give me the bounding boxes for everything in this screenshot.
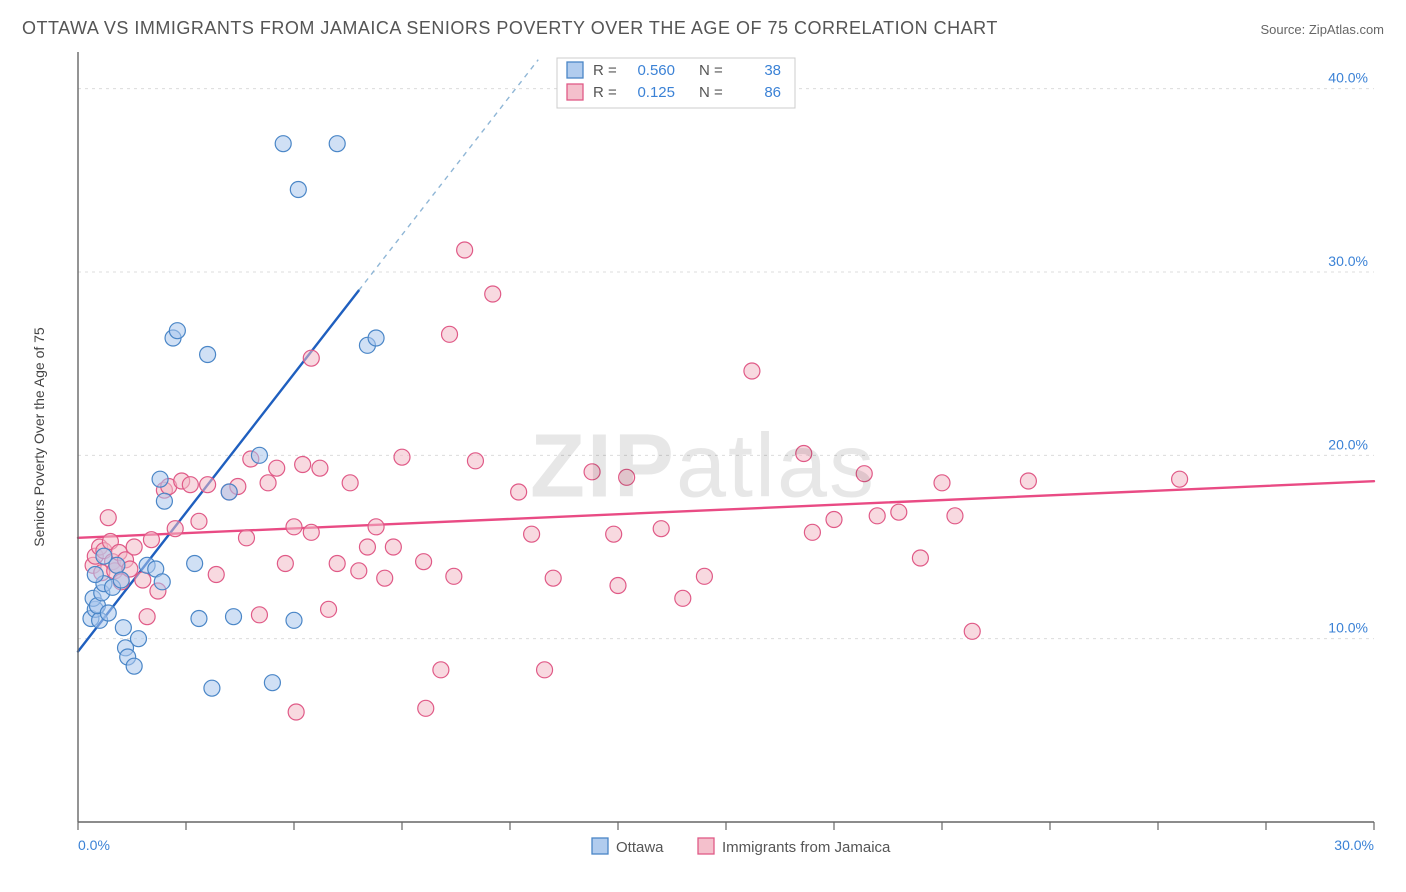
svg-text:Seniors Poverty Over the Age o: Seniors Poverty Over the Age of 75 — [31, 327, 47, 547]
chart-container: 0.0% 30.0% 10.0% 20.0% 30.0% 40.0% Seniors Pov… — [22, 52, 1384, 882]
svg-text:0.0%: 0.0% — [78, 837, 110, 853]
svg-text:40.0%: 40.0% — [1328, 70, 1368, 86]
svg-text:10.0%: 10.0% — [1328, 620, 1368, 636]
svg-text:R =: R = — [593, 62, 617, 79]
svg-text:0.560: 0.560 — [637, 62, 675, 79]
source-label: Source: ZipAtlas.com — [1260, 22, 1384, 37]
svg-text:38: 38 — [764, 62, 781, 79]
svg-text:N =: N = — [699, 84, 723, 101]
svg-text:N =: N = — [699, 62, 723, 79]
svg-text:R =: R = — [593, 84, 617, 101]
svg-text:0.125: 0.125 — [637, 84, 675, 101]
svg-text:Ottawa: Ottawa — [616, 839, 664, 856]
svg-text:30.0%: 30.0% — [1328, 253, 1368, 269]
svg-text:86: 86 — [764, 84, 781, 101]
correlation-chart: 0.0% 30.0% 10.0% 20.0% 30.0% 40.0% Seniors Pov… — [22, 52, 1384, 882]
chart-title: OTTAWA VS IMMIGRANTS FROM JAMAICA SENIOR… — [22, 18, 998, 39]
svg-text:Immigrants from Jamaica: Immigrants from Jamaica — [722, 839, 891, 856]
svg-text:20.0%: 20.0% — [1328, 436, 1368, 452]
svg-text:30.0%: 30.0% — [1334, 837, 1374, 853]
